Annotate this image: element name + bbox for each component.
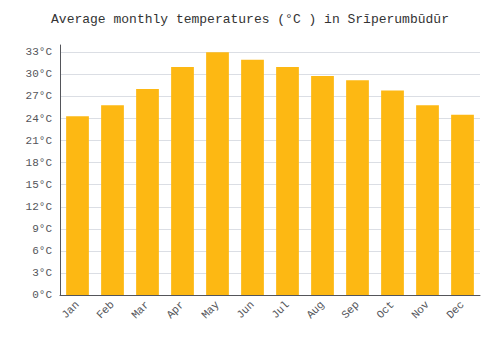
svg-text:Apr: Apr: [164, 299, 186, 321]
svg-text:Dec: Dec: [444, 299, 466, 321]
svg-text:Oct: Oct: [374, 299, 396, 321]
svg-text:Sep: Sep: [339, 299, 361, 321]
svg-text:3°C: 3°C: [32, 267, 52, 279]
svg-text:0°C: 0°C: [32, 289, 52, 301]
svg-text:May: May: [199, 298, 222, 321]
svg-text:Aug: Aug: [304, 299, 326, 321]
svg-text:15°C: 15°C: [26, 179, 53, 191]
svg-text:33°C: 33°C: [26, 46, 53, 58]
svg-text:Mar: Mar: [129, 299, 151, 321]
svg-text:Jun: Jun: [234, 299, 256, 321]
svg-text:Feb: Feb: [94, 299, 116, 321]
svg-text:27°C: 27°C: [26, 90, 53, 102]
svg-text:6°C: 6°C: [32, 245, 52, 257]
svg-text:18°C: 18°C: [26, 157, 53, 169]
svg-text:30°C: 30°C: [26, 68, 53, 80]
svg-text:21°C: 21°C: [26, 135, 53, 147]
svg-text:Nov: Nov: [409, 298, 432, 321]
svg-text:24°C: 24°C: [26, 113, 53, 125]
svg-text:9°C: 9°C: [32, 223, 52, 235]
svg-text:Average monthly temperatures (: Average monthly temperatures (°C ) in Sr…: [51, 12, 449, 27]
svg-text:12°C: 12°C: [26, 201, 53, 213]
svg-text:Jul: Jul: [269, 299, 291, 321]
svg-text:Jan: Jan: [59, 299, 81, 321]
